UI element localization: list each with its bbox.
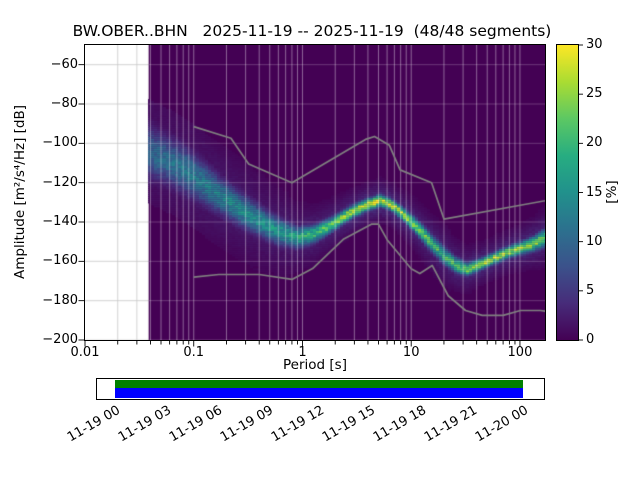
x-tick-label: 1: [298, 345, 307, 360]
colorbar: [556, 44, 579, 341]
y-tick-label: −200: [42, 332, 78, 347]
time-tick-label: 11-19 21: [421, 403, 480, 446]
colorbar-tick-label: 30: [586, 37, 603, 52]
time-tick-label: 11-19 18: [370, 403, 429, 446]
timeline-bar: [96, 378, 545, 400]
colorbar-tick-label: 20: [586, 135, 603, 151]
y-tick-label: −140: [42, 214, 78, 229]
colorbar-label: [%]: [604, 180, 620, 204]
x-tick-label: 0.1: [183, 345, 205, 360]
time-tick-label: 11-19 09: [217, 403, 276, 446]
x-tick-label: 0.01: [70, 345, 100, 360]
colorbar-tick-label: 25: [586, 86, 603, 102]
ppsd-heatmap: [84, 44, 546, 341]
y-tick-label: −180: [42, 292, 78, 308]
time-tick-label: 11-19 03: [115, 403, 174, 446]
colorbar-tick-label: 5: [586, 282, 595, 298]
time-tick-label: 11-19 06: [166, 403, 225, 446]
colorbar-tick-label: 15: [586, 184, 603, 200]
plot-title: BW.OBER..BHN 2025-11-19 -- 2025-11-19 (4…: [72, 22, 552, 40]
time-tick-label: 11-19 15: [319, 403, 378, 446]
y-tick-label: −100: [42, 135, 78, 151]
time-tick-label: 11-20 00: [472, 403, 531, 446]
x-tick-label: 100: [507, 345, 533, 360]
time-tick-label: 11-19 12: [268, 403, 327, 446]
y-axis-label: Amplitude [m²/s⁴/Hz] [dB]: [12, 104, 28, 280]
y-tick-label: −160: [42, 253, 78, 269]
timeline-used-segments: [115, 380, 523, 388]
colorbar-tick-label: 0: [586, 332, 595, 347]
y-tick-label: −60: [50, 56, 78, 72]
timeline-data-extent: [115, 388, 523, 398]
x-tick-label: 10: [402, 345, 420, 360]
y-tick-label: −120: [42, 174, 78, 190]
x-axis-label: Period [s]: [283, 357, 347, 373]
y-tick-label: −80: [50, 96, 78, 111]
time-tick-label: 11-19 00: [64, 403, 123, 446]
colorbar-tick-label: 10: [586, 233, 603, 249]
